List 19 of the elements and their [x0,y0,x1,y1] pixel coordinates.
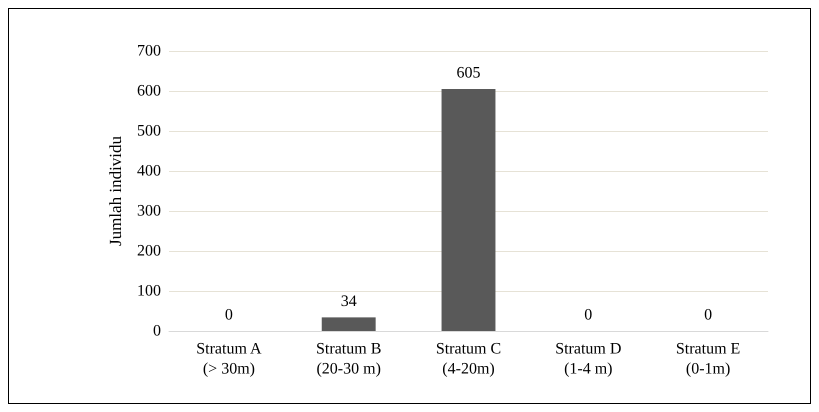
x-tick-label: Stratum E (0-1m) [676,340,740,378]
x-tick-label: Stratum B (20-30 m) [316,340,382,378]
y-tick-label: 700 [137,42,161,60]
y-tick-label: 100 [137,282,161,300]
y-tick-label: 0 [153,322,161,340]
data-label: 605 [456,64,480,82]
y-tick-label: 500 [137,122,161,140]
x-tick-label: Stratum C (4-20m) [436,340,502,378]
x-tick-label: Stratum A (> 30m) [196,340,262,378]
y-tick-label: 200 [137,242,161,260]
y-axis-title: Jumlah individu [106,135,125,246]
y-tick-label: 300 [137,202,161,220]
y-tick-label: 400 [137,162,161,180]
data-label: 0 [704,306,712,324]
data-label: 0 [224,306,233,324]
x-tick-label: Stratum D (1-4 m) [555,340,622,378]
data-label: 34 [340,292,357,310]
y-tick-label: 600 [137,82,161,100]
data-label: 0 [584,306,592,324]
